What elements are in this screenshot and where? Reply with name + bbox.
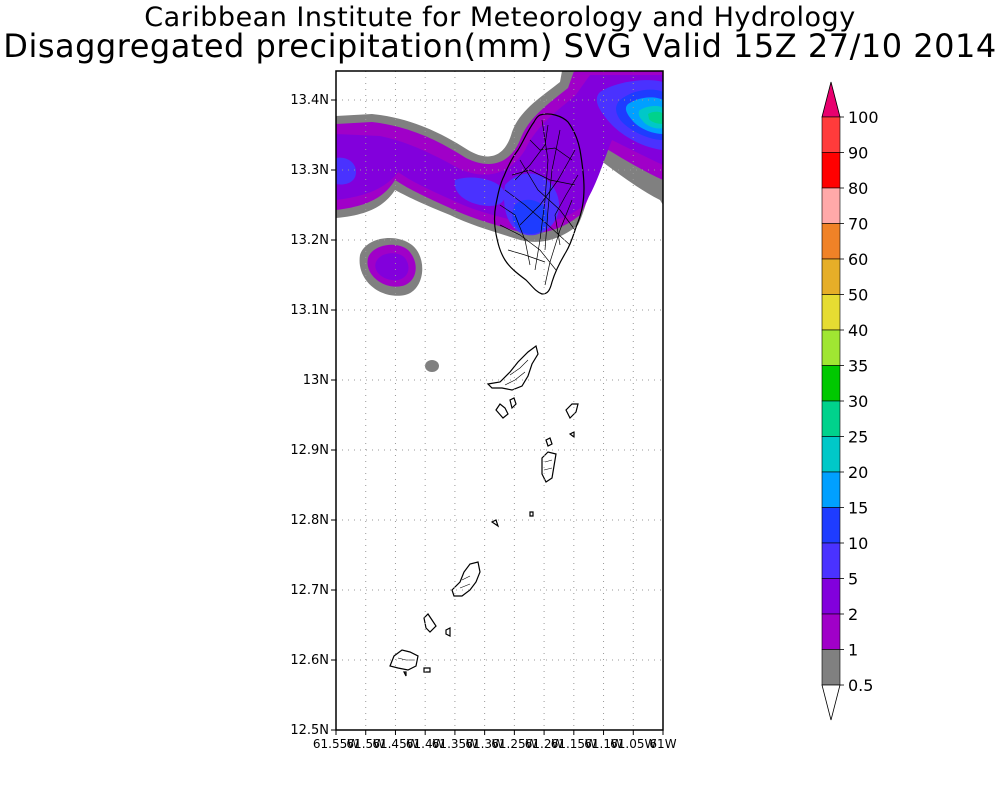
lon-tick-label: 61.4W	[406, 737, 445, 751]
colorbar-label: 1	[848, 641, 858, 660]
colorbar-label: 25	[848, 428, 868, 447]
colorbar-label: 15	[848, 499, 868, 518]
colorbar-bottom-triangle	[821, 684, 841, 721]
island-outline	[423, 613, 437, 633]
coastlines	[389, 113, 585, 677]
colorbar-label: 90	[848, 144, 868, 163]
lon-tick-label: 61.55W	[313, 737, 359, 751]
island-outline	[451, 561, 481, 597]
lat-tick-label: 12.8N	[290, 513, 329, 528]
lat-tick-label: 13.4N	[290, 93, 329, 108]
colorbar-label: 10	[848, 534, 868, 553]
colorbar-swatch	[821, 187, 841, 224]
lon-tick-label: 61.3W	[465, 737, 504, 751]
lat-tick-label: 12.9N	[290, 443, 329, 458]
gridlines	[336, 71, 663, 730]
island-outline	[403, 671, 407, 677]
colorbar-label: 100	[848, 108, 879, 127]
lat-tick-label: 12.7N	[290, 583, 329, 598]
map-title: Caribbean Institute for Meteorology and …	[144, 2, 856, 33]
island-outline	[493, 113, 585, 295]
precip-contour-2	[375, 253, 409, 281]
colorbar-swatch	[821, 400, 841, 437]
colorbar-label: 80	[848, 179, 868, 198]
lon-tick-label: 61.35W	[432, 737, 478, 751]
colorbar-label: 2	[848, 605, 858, 624]
island-outline	[529, 511, 534, 517]
colorbar-label: 30	[848, 392, 868, 411]
precip-contour-5	[454, 177, 506, 206]
precip-contour-5	[336, 157, 356, 185]
colorbar-top-triangle	[821, 81, 841, 118]
island-outline	[445, 627, 451, 637]
lat-tick-label: 13.2N	[290, 233, 329, 248]
lat-tick-label: 13.3N	[290, 163, 329, 178]
precip-contour-0.5	[425, 360, 439, 372]
colorbar-swatch	[821, 507, 841, 544]
island-outline	[541, 451, 557, 483]
lon-tick-label: 61.1W	[584, 737, 623, 751]
lat-tick-label: 13N	[303, 373, 329, 388]
colorbar-swatch	[821, 294, 841, 331]
lon-tick-label: 61.5W	[346, 737, 385, 751]
colorbar-swatch	[821, 613, 841, 650]
colorbar-swatch	[821, 542, 841, 579]
colorbar-swatch	[821, 436, 841, 473]
island-outline	[495, 403, 509, 419]
colorbar: 100 90 80 70 60 50 40 35 30 25 20 15 10 5 2 1 0.5	[821, 81, 879, 721]
map-frame	[335, 70, 664, 731]
colorbar-label: 0.5	[848, 676, 873, 695]
colorbar-label: 5	[848, 570, 858, 589]
lon-tick-label: 61.15W	[551, 737, 597, 751]
colorbar-swatch	[821, 223, 841, 260]
longitude-labels: 61.55W61.5W61.45W61.4W61.35W61.3W61.25W6…	[313, 730, 677, 751]
map-subtitle: Disaggregated precipitation(mm) SVG Vali…	[3, 27, 997, 65]
colorbar-label: 50	[848, 286, 868, 305]
island-outline	[423, 667, 431, 673]
island-outline	[565, 403, 579, 420]
colorbar-label: 40	[848, 321, 868, 340]
lat-tick-label: 12.6N	[290, 653, 329, 668]
colorbar-swatch	[821, 471, 841, 508]
colorbar-swatch	[821, 152, 841, 189]
lon-tick-label: 61.25W	[491, 737, 537, 751]
lon-tick-label: 61.05W	[610, 737, 656, 751]
latitude-labels: 13.4N 13.3N 13.2N 13.1N 13N 12.9N 12.8N 12.7N 12…	[290, 93, 336, 738]
island-outline	[490, 519, 500, 528]
lat-tick-label: 13.1N	[290, 303, 329, 318]
colorbar-label: 20	[848, 463, 868, 482]
colorbar-label: 70	[848, 215, 868, 234]
colorbar-label: 35	[848, 357, 868, 376]
precip-contour-25	[648, 111, 663, 124]
lon-tick-label: 61W	[649, 737, 676, 751]
colorbar-swatch	[821, 116, 841, 153]
colorbar-swatch	[821, 258, 841, 295]
colorbar-swatch	[821, 578, 841, 615]
island-outline	[545, 437, 553, 447]
lat-tick-label: 12.5N	[290, 723, 329, 738]
precipitation-field	[336, 71, 663, 372]
island-outline	[486, 344, 539, 391]
colorbar-swatch	[821, 649, 841, 686]
island-outline	[568, 431, 575, 439]
lon-tick-label: 61.2W	[525, 737, 564, 751]
colorbar-label: 60	[848, 250, 868, 269]
precip-contour-10	[512, 199, 549, 235]
island-outline	[389, 649, 419, 671]
island-outline	[509, 397, 517, 410]
colorbar-swatch	[821, 329, 841, 366]
lon-tick-label: 61.45W	[372, 737, 418, 751]
colorbar-swatch	[821, 365, 841, 402]
precip-contour-2	[336, 75, 663, 223]
